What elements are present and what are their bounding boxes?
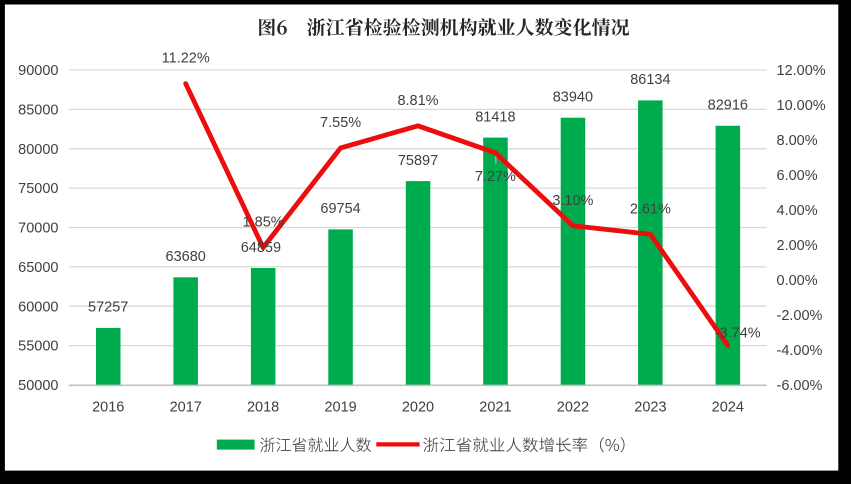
svg-text:12.00%: 12.00% [777, 63, 826, 79]
svg-text:2016: 2016 [92, 400, 124, 416]
svg-text:65000: 65000 [18, 260, 58, 276]
svg-text:64859: 64859 [241, 240, 281, 256]
svg-text:-2.00%: -2.00% [777, 308, 823, 324]
svg-text:70000: 70000 [18, 221, 58, 237]
svg-text:82916: 82916 [708, 98, 748, 114]
svg-text:0.00%: 0.00% [777, 273, 818, 289]
svg-text:2.61%: 2.61% [630, 201, 671, 217]
svg-text:11.22%: 11.22% [162, 51, 210, 67]
svg-text:7.27%: 7.27% [475, 169, 516, 185]
svg-text:63680: 63680 [166, 249, 206, 265]
svg-text:80000: 80000 [18, 142, 58, 158]
svg-text:7.55%: 7.55% [320, 115, 361, 131]
svg-text:-6.00%: -6.00% [777, 378, 823, 394]
svg-text:2018: 2018 [247, 400, 279, 416]
svg-text:90000: 90000 [18, 63, 58, 79]
svg-text:75897: 75897 [398, 153, 438, 169]
svg-text:2017: 2017 [170, 400, 202, 416]
svg-text:83940: 83940 [553, 90, 593, 106]
svg-text:10.00%: 10.00% [777, 98, 826, 114]
svg-text:2020: 2020 [402, 400, 434, 416]
svg-text:3.10%: 3.10% [552, 193, 593, 209]
svg-text:81418: 81418 [475, 109, 515, 125]
svg-text:86134: 86134 [630, 72, 670, 88]
svg-text:2019: 2019 [324, 400, 356, 416]
svg-text:-3.74%: -3.74% [715, 326, 761, 342]
svg-text:57257: 57257 [88, 300, 128, 316]
svg-text:6.00%: 6.00% [777, 168, 818, 184]
svg-text:2023: 2023 [634, 400, 666, 416]
svg-text:2.00%: 2.00% [777, 238, 818, 254]
svg-text:4.00%: 4.00% [777, 203, 818, 219]
svg-text:50000: 50000 [18, 378, 58, 394]
svg-text:85000: 85000 [18, 103, 58, 119]
svg-text:8.81%: 8.81% [397, 93, 438, 109]
svg-text:55000: 55000 [18, 339, 58, 355]
svg-text:75000: 75000 [18, 181, 58, 197]
svg-text:69754: 69754 [320, 201, 360, 217]
svg-text:8.00%: 8.00% [777, 133, 818, 149]
svg-text:1.85%: 1.85% [243, 215, 284, 231]
svg-text:2022: 2022 [557, 400, 589, 416]
svg-text:2024: 2024 [712, 400, 744, 416]
svg-text:2021: 2021 [479, 400, 511, 416]
svg-text:-4.00%: -4.00% [777, 343, 823, 359]
svg-text:60000: 60000 [18, 299, 58, 315]
